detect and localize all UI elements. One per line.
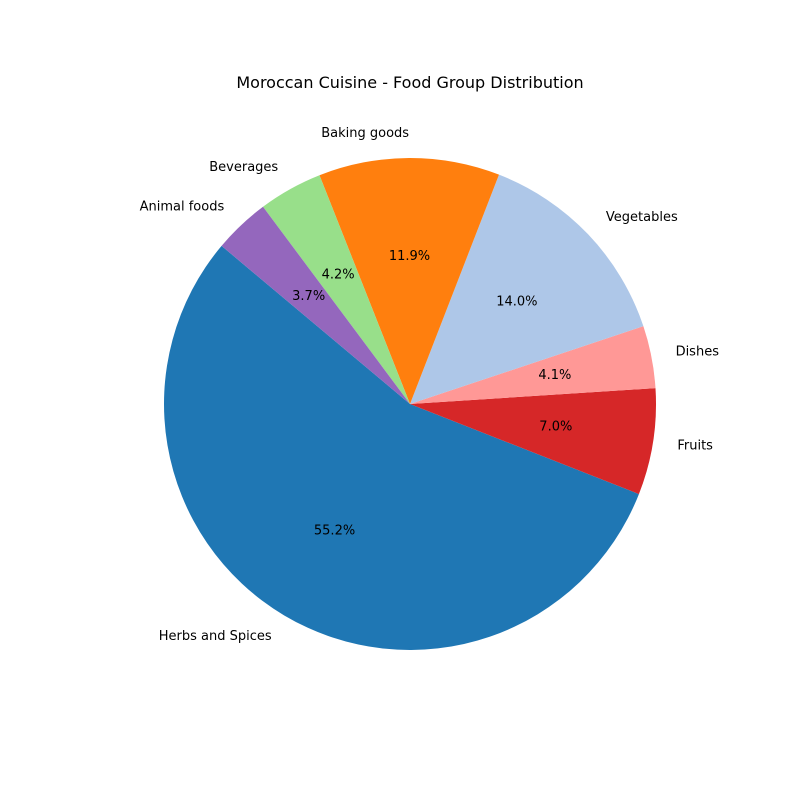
category-label-herbs-and-spices: Herbs and Spices bbox=[159, 629, 272, 644]
category-label-animal-foods: Animal foods bbox=[140, 200, 225, 215]
pct-label-herbs-and-spices: 55.2% bbox=[314, 523, 355, 538]
pct-label-beverages: 4.2% bbox=[322, 268, 355, 283]
category-label-dishes: Dishes bbox=[676, 345, 720, 360]
percentage-labels: 55.2% 7.0% 4.1% 14.0% 11.9% 4.2% 3.7% bbox=[292, 249, 572, 538]
category-label-baking-goods: Baking goods bbox=[321, 126, 409, 141]
pct-label-vegetables: 14.0% bbox=[496, 295, 537, 310]
pie-slice-fruits bbox=[410, 388, 656, 495]
category-label-fruits: Fruits bbox=[677, 438, 713, 453]
pct-label-animal-foods: 3.7% bbox=[292, 289, 325, 304]
pie-slices bbox=[163, 158, 656, 651]
pct-label-dishes: 4.1% bbox=[538, 368, 571, 383]
pct-label-fruits: 7.0% bbox=[539, 419, 572, 434]
pie-slice-vegetables bbox=[410, 174, 644, 404]
category-label-beverages: Beverages bbox=[209, 160, 278, 175]
category-labels: Herbs and Spices Fruits Dishes Vegetables Ba… bbox=[140, 126, 720, 644]
chart-title: Moroccan Cuisine - Food Group Distributi… bbox=[236, 73, 583, 92]
pct-label-baking-goods: 11.9% bbox=[389, 249, 430, 264]
pie-slice-herbs-and-spices bbox=[163, 245, 639, 651]
category-label-vegetables: Vegetables bbox=[606, 210, 678, 225]
pie-slice-baking-goods bbox=[319, 158, 499, 404]
pie-slice-animal-foods bbox=[221, 206, 410, 404]
pie-slice-dishes bbox=[410, 326, 656, 404]
pie-slice-beverages bbox=[263, 175, 410, 404]
